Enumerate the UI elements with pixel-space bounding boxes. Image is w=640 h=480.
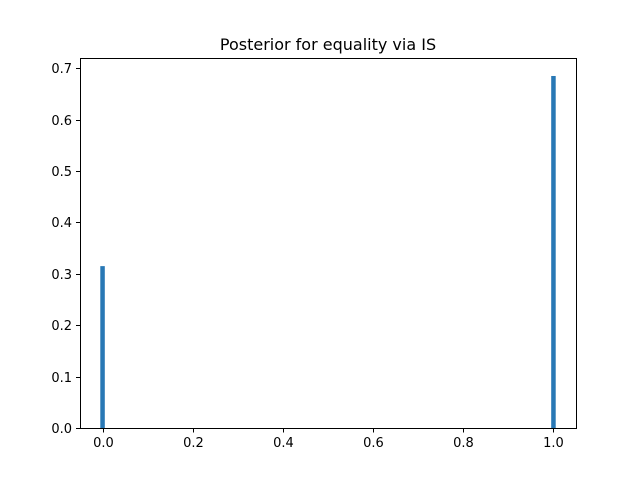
bar-group: [100, 75, 556, 428]
y-tick-label: 0.0: [51, 422, 72, 437]
x-tick-label: 0.6: [363, 436, 384, 451]
x-tick-label: 0.0: [93, 436, 114, 451]
x-tick-label: 0.8: [453, 436, 474, 451]
x-tick-label: 1.0: [543, 436, 564, 451]
x-tick-label: 0.2: [183, 436, 204, 451]
bar-0: [100, 266, 105, 428]
y-tick-label: 0.1: [51, 371, 72, 386]
bar-1: [551, 75, 556, 428]
y-tick-label: 0.4: [51, 216, 72, 231]
y-tick-label: 0.6: [51, 114, 72, 129]
y-tick-label: 0.5: [51, 165, 72, 180]
y-tick-label: 0.2: [51, 319, 72, 334]
x-tick-label: 0.4: [273, 436, 294, 451]
y-tick-label: 0.7: [51, 62, 72, 77]
y-axis-ticks: 0.0 0.1 0.2 0.3 0.4 0.5 0.6 0.7: [51, 62, 81, 437]
y-tick-label: 0.3: [51, 268, 72, 283]
x-axis-ticks: 0.0 0.2 0.4 0.6 0.8 1.0: [93, 428, 564, 451]
chart-title: Posterior for equality via IS: [220, 35, 436, 54]
plot-frame: [80, 58, 577, 429]
